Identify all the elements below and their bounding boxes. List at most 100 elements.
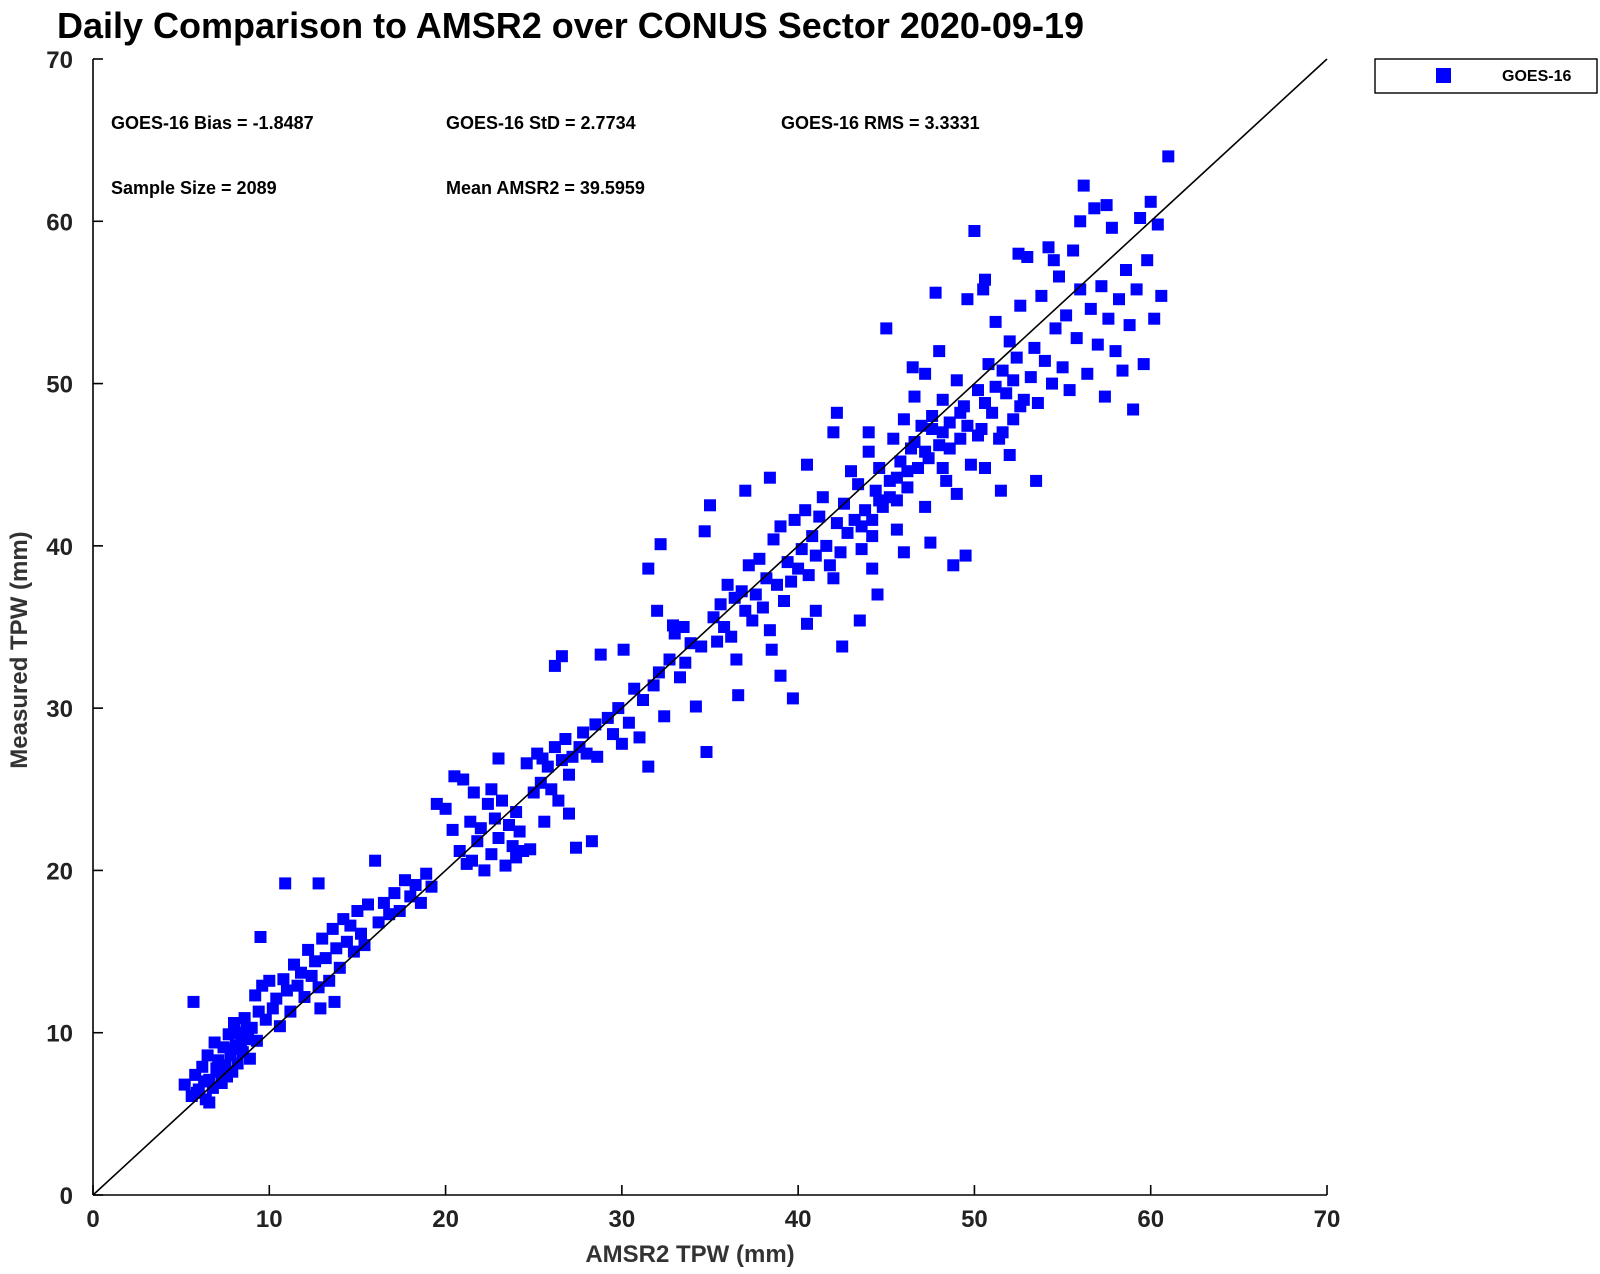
data-point	[520, 757, 533, 770]
data-point	[506, 840, 519, 853]
data-point	[897, 546, 910, 559]
data-point	[792, 562, 805, 575]
data-point	[284, 1005, 297, 1018]
data-point	[785, 575, 798, 588]
data-point	[972, 429, 984, 442]
y-tick-label: 0	[60, 1183, 73, 1210]
y-axis-label: Measured TPW (mm)	[6, 531, 33, 768]
data-point	[871, 588, 884, 601]
data-point	[866, 513, 879, 526]
stat-rms: GOES-16 RMS = 3.3331	[781, 113, 980, 133]
data-point	[314, 1002, 327, 1015]
data-point	[924, 536, 937, 549]
data-point	[492, 752, 505, 765]
data-point	[642, 760, 655, 773]
data-point	[982, 358, 995, 371]
data-point	[1047, 254, 1060, 267]
y-tick-label: 60	[46, 209, 73, 236]
data-point	[739, 604, 752, 617]
stat-sample-size: Sample Size = 2089	[111, 178, 277, 198]
data-point	[862, 426, 875, 439]
data-point	[852, 478, 865, 491]
data-point	[986, 406, 999, 419]
data-point	[823, 559, 836, 572]
data-point	[954, 432, 967, 445]
data-point	[503, 819, 515, 831]
data-point	[658, 710, 671, 723]
data-point	[340, 935, 353, 948]
data-point	[689, 700, 702, 713]
data-point	[1151, 218, 1164, 231]
data-point	[862, 445, 875, 458]
data-point	[231, 1057, 244, 1070]
data-point	[959, 549, 972, 562]
data-point	[563, 807, 575, 820]
data-point	[226, 1042, 239, 1055]
data-point	[1123, 319, 1136, 332]
data-point	[302, 943, 315, 956]
data-point	[1010, 351, 1023, 364]
data-point	[351, 905, 364, 917]
x-axis-ticks: 0 10 20 30 40 50 60 70	[86, 1185, 1340, 1233]
data-point	[767, 533, 780, 546]
data-point	[570, 841, 582, 854]
stat-bias: GOES-16 Bias = -1.8487	[111, 113, 314, 133]
stat-std: GOES-16 StD = 2.7734	[446, 113, 636, 133]
data-point	[855, 520, 868, 533]
data-point	[279, 877, 292, 890]
x-axis-label: AMSR2 TPW (mm)	[585, 1241, 794, 1268]
data-point	[834, 546, 847, 559]
data-point	[919, 367, 932, 380]
data-point	[866, 562, 879, 575]
data-point	[887, 432, 900, 445]
stats-annotations: GOES-16 Bias = -1.8487 GOES-16 StD = 2.7…	[111, 113, 980, 198]
data-point	[594, 648, 607, 661]
data-point	[1063, 384, 1076, 397]
data-point	[1070, 332, 1083, 345]
y-tick-label: 30	[46, 696, 73, 723]
data-point	[778, 595, 790, 607]
data-point	[774, 520, 787, 533]
y-tick-label: 20	[46, 858, 73, 885]
data-point	[481, 797, 494, 810]
data-point	[698, 525, 711, 538]
data-point	[1144, 195, 1157, 208]
data-point	[404, 890, 417, 903]
data-point	[940, 474, 953, 487]
data-point	[1091, 338, 1104, 351]
data-point	[725, 630, 738, 643]
data-point	[309, 955, 322, 968]
data-point	[1042, 241, 1055, 254]
data-point	[1014, 299, 1027, 312]
data-point	[855, 543, 868, 556]
data-point	[1095, 280, 1108, 293]
legend-marker	[1436, 68, 1451, 83]
data-point	[201, 1049, 214, 1062]
data-point	[943, 416, 956, 429]
y-tick-label: 50	[46, 372, 73, 399]
data-point	[950, 487, 963, 500]
data-point	[589, 718, 602, 731]
data-point	[739, 484, 752, 497]
data-point	[545, 783, 558, 796]
data-point	[1003, 449, 1016, 461]
data-point	[760, 572, 773, 585]
data-point	[295, 966, 307, 979]
data-point	[259, 1013, 272, 1026]
data-point	[830, 517, 843, 530]
data-point	[873, 494, 886, 507]
x-tick-label: 40	[785, 1206, 812, 1233]
data-point	[674, 671, 686, 684]
data-point	[853, 614, 866, 627]
data-point	[316, 932, 329, 945]
data-point	[319, 952, 332, 965]
data-point	[979, 462, 991, 474]
x-tick-label: 30	[609, 1206, 636, 1233]
data-point	[1074, 283, 1087, 296]
data-point	[700, 746, 713, 758]
data-point	[637, 694, 649, 706]
data-point	[866, 530, 879, 543]
data-point	[742, 559, 755, 572]
data-point	[1030, 474, 1043, 487]
data-point	[270, 992, 283, 1005]
